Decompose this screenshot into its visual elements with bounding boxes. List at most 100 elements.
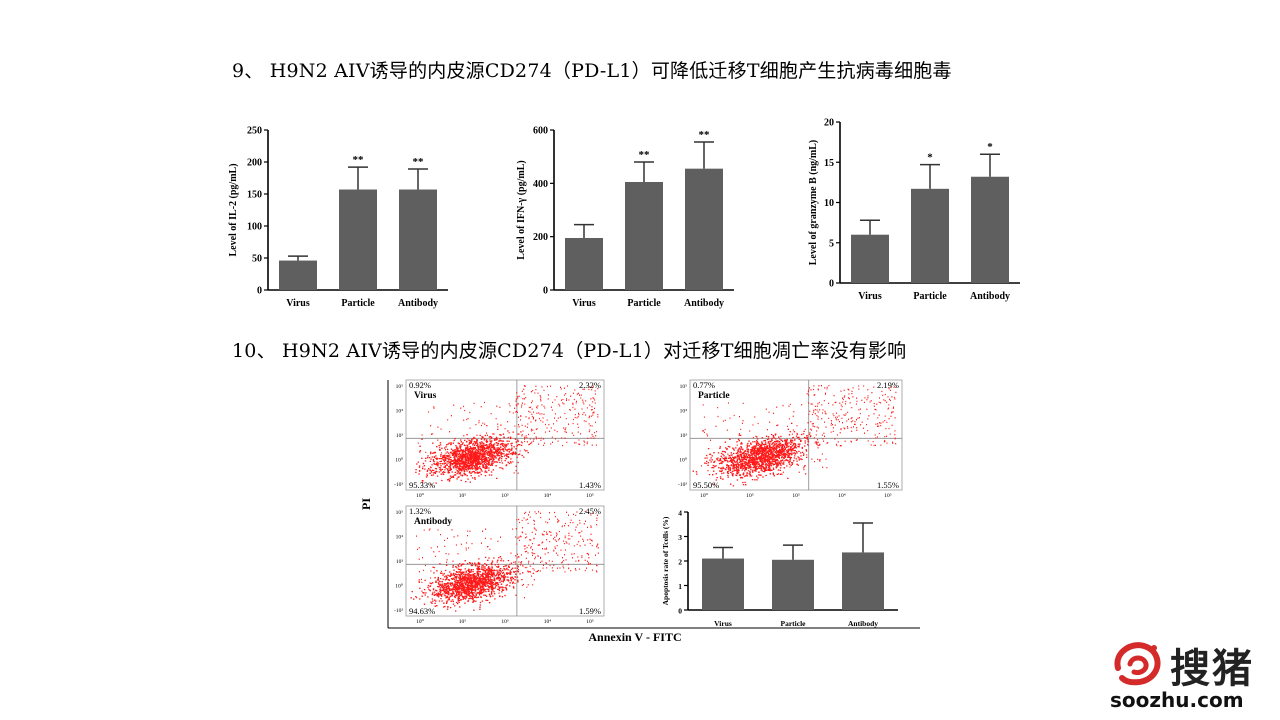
flow-x-tick-label: 10³ (792, 493, 800, 499)
y-axis-label: Level of IFN-γ (pg/mL) (516, 160, 527, 259)
flow-x-tick-label: 10⁴ (544, 493, 552, 499)
section-heading-9: 9、 H9N2 AIV诱导的内皮源CD274（PD-L1）可降低迁移T细胞产生抗… (232, 60, 952, 82)
x-tick-label: Antibody (848, 619, 878, 628)
y-tick-label: 50 (252, 254, 262, 265)
bar-antibody (399, 189, 437, 290)
flow-y-tick-label: 10³ (396, 433, 404, 439)
flow-scatter-dots (410, 510, 599, 612)
y-axis-label: Level of granzyme B (ng/mL) (808, 140, 819, 266)
flow-y-tick-label: 10⁰ (395, 457, 404, 464)
flow-y-tick-label: 10⁵ (396, 510, 404, 516)
chart-il2: 0 50 100 150 200 250 Virus ** Particle ** Antibody… (228, 126, 448, 309)
soozhu-logo: 搜猪 soozhu.com (1110, 636, 1275, 716)
flow-x-tick-label: 10⁰ (416, 618, 425, 625)
x-tick-label: Virus (714, 619, 732, 628)
flow-x-tick-label: 10⁵ (586, 619, 594, 625)
y-tick-label: 150 (247, 190, 262, 201)
y-tick-label: 200 (247, 158, 262, 169)
x-tick-label: Virus (858, 291, 882, 302)
flow-y-tick-label: -10³ (394, 608, 403, 614)
flow-y-tick-label: 10³ (680, 433, 688, 439)
flow-y-tick-label: 10⁰ (395, 583, 404, 590)
y-tick-label: 0 (678, 607, 682, 616)
quadrant-lower-left: 95.33% (409, 480, 435, 490)
x-tick-label: Particle (913, 291, 947, 302)
flow-panel-particle: 10⁵ 10⁴ 10³ 10⁰ -10³ 10⁰ 10⁵ 10³ 10⁴ 10⁵ Particle0… (678, 379, 903, 499)
quadrant-lower-right: 1.55% (877, 480, 899, 490)
flow-panel-frame (405, 505, 605, 617)
flow-panel-title: Antibody (414, 517, 452, 527)
flow-scatter-dots (415, 385, 599, 486)
significance-mark: ** (699, 129, 711, 141)
bar-particle (911, 188, 949, 283)
bar-antibody (842, 552, 884, 610)
y-tick-label: 10 (824, 198, 834, 209)
logo-url-text: soozhu.com (1110, 688, 1244, 712)
flow-x-tick-label: 10⁰ (700, 492, 709, 499)
quadrant-upper-left: 0.92% (409, 380, 431, 390)
flow-y-tick-label: 10⁴ (396, 535, 404, 541)
x-tick-label: Antibody (684, 298, 724, 309)
y-tick-label: 5 (829, 238, 834, 249)
flow-y-tick-label: -10³ (394, 482, 403, 488)
flow-y-axis-label: PI (360, 498, 373, 510)
flow-x-tick-label: 10⁵ (459, 493, 467, 499)
chart-granzyme-b: 0 5 10 15 20 Virus * Particle * Antibody Level of … (808, 118, 1020, 302)
flow-x-tick-label: 10³ (501, 493, 509, 499)
quadrant-upper-left: 1.32% (409, 506, 431, 516)
significance-mark: * (927, 152, 933, 164)
x-tick-label: Virus (286, 298, 310, 309)
logo-chinese-text: 搜猪 (1170, 645, 1254, 692)
bar-antibody (685, 168, 723, 290)
significance-mark: ** (639, 149, 651, 161)
flow-x-tick-label: 10⁵ (459, 619, 467, 625)
bar-particle (339, 189, 377, 290)
quadrant-upper-right: 2.19% (877, 380, 899, 390)
chart-apoptosis-rate: 0 1 2 3 4 Virus Particle Antibody Apoptosis rate… (661, 509, 898, 628)
bar-virus (851, 234, 889, 283)
flow-panel-title: Virus (414, 391, 437, 401)
x-tick-label: Particle (627, 298, 661, 309)
flow-x-tick-label: 10⁵ (586, 493, 594, 499)
bar-virus (565, 238, 603, 290)
x-tick-label: Particle (341, 298, 375, 309)
flow-x-tick-label: 10⁰ (416, 492, 425, 499)
quadrant-lower-left: 95.50% (693, 480, 719, 490)
section-heading-10: 10、 H9N2 AIV诱导的内皮源CD274（PD-L1）对迁移T细胞凋亡率没… (232, 340, 907, 362)
quadrant-lower-right: 1.43% (579, 480, 601, 490)
y-tick-label: 4 (678, 509, 682, 518)
y-tick-label: 1 (678, 582, 682, 591)
flow-y-tick-label: 10⁵ (680, 384, 688, 390)
flow-y-tick-label: 10⁰ (679, 457, 688, 464)
y-tick-label: 3 (678, 533, 682, 542)
bar-particle (772, 559, 814, 610)
y-tick-label: 250 (247, 126, 262, 137)
quadrant-upper-right: 2.45% (579, 506, 601, 516)
flow-y-tick-label: 10⁴ (396, 409, 404, 415)
y-tick-label: 400 (533, 179, 548, 190)
y-tick-label: 600 (533, 126, 548, 137)
bar-antibody (971, 176, 1009, 283)
x-tick-label: Particle (781, 619, 807, 628)
bar-virus (279, 260, 317, 290)
flow-panel-virus: 10⁵ 10⁴ 10³ 10⁰ -10³ 10⁰ 10⁵ 10³ 10⁴ 10⁵ Virus0.92… (394, 379, 605, 499)
flow-x-tick-label: 10⁵ (746, 493, 754, 499)
y-tick-label: 100 (247, 222, 262, 233)
bar-virus (702, 558, 744, 610)
flow-panel-title: Particle (698, 391, 730, 401)
flow-y-tick-label: 10⁴ (680, 409, 688, 415)
bar-particle (625, 182, 663, 290)
flow-x-axis-label: Annexin V - FITC (588, 630, 681, 644)
y-tick-label: 20 (824, 118, 834, 129)
flow-y-tick-label: 10⁵ (396, 384, 404, 390)
y-tick-label: 0 (543, 286, 548, 297)
y-tick-label: 2 (678, 558, 682, 567)
flow-x-tick-label: 10⁵ (884, 493, 892, 499)
y-tick-label: 0 (257, 286, 262, 297)
y-tick-label: 0 (829, 279, 834, 290)
y-axis-label: Level of IL-2 (pg/mL) (228, 163, 239, 256)
quadrant-lower-right: 1.59% (579, 606, 601, 616)
flow-panel-frame (689, 379, 903, 491)
y-axis-label: Apoptosis rate of Tcells (%) (661, 516, 670, 605)
